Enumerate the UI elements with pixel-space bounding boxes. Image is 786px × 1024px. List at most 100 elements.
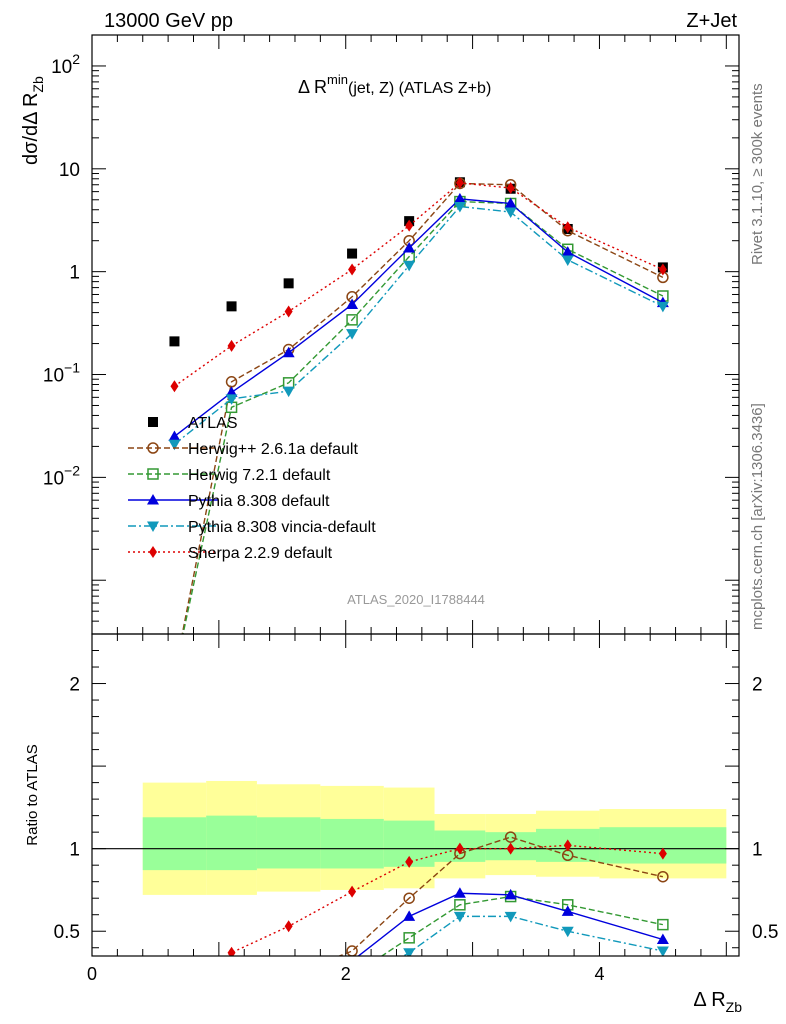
analysis-watermark: ATLAS_2020_I1788444 [347,592,485,607]
ratio-series-herwig-2-6-1a-default [337,831,669,956]
ratio-point [454,899,466,911]
data-point [227,339,236,352]
series-sherpa-2-2-9-default [170,176,667,393]
ratio-bands [142,780,727,895]
data-point [504,207,517,219]
legend-item: Pythia 8.308 vincia-default [128,519,376,536]
ratio-point [453,911,466,923]
ratio-point [561,905,574,916]
ratio-point [284,920,293,933]
data-point [561,246,574,257]
ratio-point [657,870,669,883]
x-tick-label: 4 [594,964,604,984]
data-point [453,202,466,213]
data-point [453,192,466,204]
data-point [282,346,295,358]
ratio-point [504,911,517,923]
uncertainty-band-inner [320,818,384,869]
ratio-point [563,839,572,852]
data-point [455,176,464,189]
legend-label: Herwig 7.2.1 default [188,467,331,484]
ratio-series-pythia-8-308-default [357,887,669,956]
mcplots-label: mcplots.cern.ch [arXiv:1306.3436] [749,403,766,630]
ratio-series-herwig-7-2-1-default [380,890,669,956]
series-line [182,200,664,634]
legend-marker [147,442,159,454]
data-point [658,263,667,276]
rivet-label: Rivet 3.1.10, ≥ 300k events [749,83,766,265]
data-point [168,439,181,451]
data-point [348,263,357,276]
data-point [225,394,238,405]
ratio-plot-marks [225,831,669,956]
ratio-series-pythia-8-308-vincia-default [402,911,669,956]
y-tick-label: 10 [59,160,80,181]
series-atlas [169,177,668,347]
legend-label: Herwig++ 2.6.1a default [188,441,358,458]
ratio-frame [91,633,740,957]
ratio-point [403,948,416,956]
ratio-point [346,945,358,956]
ratio-y-tick-label-right: 1 [752,840,763,861]
ratio-point [504,831,517,843]
data-point [346,298,359,309]
data-point [284,305,293,318]
ratio-y-tick-label: 1 [69,840,80,861]
ratio-point [455,842,464,855]
legend-label: Pythia 8.308 vincia-default [188,519,376,536]
data-point [346,314,358,326]
legend-item: Pythia 8.308 default [128,493,330,510]
x-axis-label: Δ RZb [693,989,742,1015]
main-ylabel: dσ/dΔ RZb [20,76,46,165]
legend-label: ATLAS [188,415,238,432]
ratio-point [348,885,357,898]
series-line [181,182,664,634]
header-process: Z+Jet [686,10,737,32]
ratio-point [656,946,669,956]
data-point [282,386,295,398]
uncertainty-band-inner [142,817,207,871]
ratio-y-tick-label-right: 2 [752,675,763,696]
ratio-point [506,842,515,855]
series-pythia-8-308-default [168,192,669,441]
legend-item: Herwig 7.2.1 default [128,467,331,484]
data-point [563,221,572,234]
ratio-line [357,892,664,956]
main-title: Δ Rmin(jet, Z) (ATLAS Z+b) [298,72,491,97]
ratio-y-tick-label-right: 0.5 [752,922,778,943]
series-pythia-8-308-vincia-default [168,202,669,451]
legend-marker [148,417,158,427]
uncertainty-band-inner [256,817,321,869]
data-point [346,329,359,340]
data-point [283,278,294,289]
ratio-point [561,926,574,938]
ratio-point [403,932,415,944]
data-point [170,380,179,393]
data-point [561,255,574,266]
data-point [656,301,669,313]
ratio-y-tick-label: 2 [69,675,80,696]
legend-label: Pythia 8.308 default [188,493,330,510]
ratio-ylabel: Ratio to ATLAS [24,744,41,845]
legend-marker [147,521,159,532]
y-tick-label: 1 [69,263,80,284]
ratio-line [380,895,664,956]
series-line [174,182,664,387]
ratio-series-sherpa-2-2-9-default [225,839,667,956]
header-energy: 13000 GeV pp [104,10,233,32]
ratio-line [337,836,664,956]
ratio-point [453,887,466,898]
ratio-point [405,855,414,868]
data-point [403,241,416,253]
x-tick-label: 2 [341,964,351,984]
legend-marker [147,494,159,505]
legend-marker [147,468,159,480]
data-point [405,219,414,232]
ratio-point [657,918,669,931]
axes: 0 2 4 10−2 10−1 1 10 102 0.5 0.5 1 1 2 2 [43,34,778,984]
uncertainty-band-inner [206,815,257,871]
ratio-line [402,915,664,956]
ratio-point [658,847,667,860]
data-point [169,336,180,347]
